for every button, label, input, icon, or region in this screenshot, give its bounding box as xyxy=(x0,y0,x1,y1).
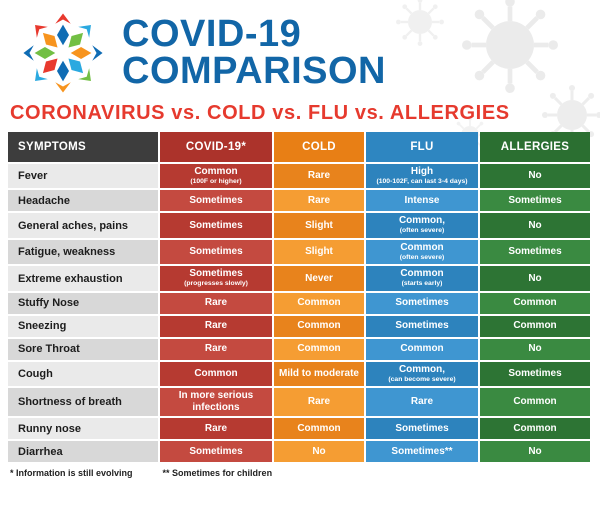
footnote-evolving: * Information is still evolving xyxy=(10,468,133,479)
cold-value: Rare xyxy=(274,190,364,212)
allergies-value: No xyxy=(480,266,590,291)
snowflake-logo-icon xyxy=(20,10,106,96)
covid-value: Common xyxy=(160,361,272,387)
table-header-row: SYMPTOMS COVID-19* COLD FLU ALLERGIES xyxy=(8,132,592,162)
cold-value: Rare xyxy=(274,388,364,417)
cold-value: Common xyxy=(274,315,364,337)
symptom-label: Sneezing xyxy=(8,315,158,337)
table-body: Fever Common (100F or higher) Rare High (100-… xyxy=(8,164,592,463)
covid-value: Rare xyxy=(160,315,272,337)
table-row: General aches, pains Sometimes Slight Commo… xyxy=(8,213,592,238)
symptom-label: Fatigue, weakness xyxy=(8,239,158,265)
flu-value: Rare xyxy=(366,388,478,417)
covid-value: Rare xyxy=(160,418,272,440)
symptom-label: Sore Throat xyxy=(8,338,158,360)
cold-value: Common xyxy=(274,418,364,440)
allergies-value: Sometimes xyxy=(480,239,590,265)
allergies-value: Common xyxy=(480,418,590,440)
allergies-value: Sometimes xyxy=(480,361,590,387)
allergies-value: No xyxy=(480,213,590,238)
cold-value: Rare xyxy=(274,164,364,189)
column-header-covid: COVID-19* xyxy=(160,132,272,162)
footnote-children: ** Sometimes for children xyxy=(162,468,273,479)
title-line-1: COVID-19 xyxy=(122,13,302,56)
table-row: Headache Sometimes Rare Intense Sometimes xyxy=(8,190,592,212)
flu-value: Common, (often severe) xyxy=(366,213,478,238)
table-row: Fatigue, weakness Sometimes Slight Common (o… xyxy=(8,239,592,265)
flu-value: Common xyxy=(366,338,478,360)
table-row: Runny nose Rare Common Sometimes Common xyxy=(8,418,592,440)
flu-value: Sometimes xyxy=(366,315,478,337)
cold-value: Mild to moderate xyxy=(274,361,364,387)
symptom-label: Cough xyxy=(8,361,158,387)
symptom-label: Stuffy Nose xyxy=(8,292,158,314)
symptom-label: Shortness of breath xyxy=(8,388,158,417)
covid-value: Common (100F or higher) xyxy=(160,164,272,189)
table-row: Sore Throat Rare Common Common No xyxy=(8,338,592,360)
title-line-2: COMPARISON xyxy=(122,50,386,92)
allergies-value: No xyxy=(480,164,590,189)
covid-value: Sometimes (progresses slowly) xyxy=(160,266,272,291)
column-header-allergies: ALLERGIES xyxy=(480,132,590,162)
flu-value: Sometimes xyxy=(366,418,478,440)
page-title: COVID-19 COMPARISON xyxy=(122,13,386,92)
covid-value: Sometimes xyxy=(160,213,272,238)
column-header-cold: COLD xyxy=(274,132,364,162)
table-row: Extreme exhaustion Sometimes (progresses s… xyxy=(8,266,592,291)
symptom-label: Diarrhea xyxy=(8,441,158,463)
flu-value: Common, (can become severe) xyxy=(366,361,478,387)
covid-value: Rare xyxy=(160,292,272,314)
table-row: Diarrhea Sometimes No Sometimes** No xyxy=(8,441,592,463)
table-row: Fever Common (100F or higher) Rare High (100-… xyxy=(8,164,592,189)
flu-value: High (100-102F, can last 3-4 days) xyxy=(366,164,478,189)
table-row: Stuffy Nose Rare Common Sometimes Common xyxy=(8,292,592,314)
cold-value: Slight xyxy=(274,213,364,238)
allergies-value: Common xyxy=(480,388,590,417)
cold-value: No xyxy=(274,441,364,463)
symptom-label: Extreme exhaustion xyxy=(8,266,158,291)
flu-value: Common (starts early) xyxy=(366,266,478,291)
covid-value: In more serious infections xyxy=(160,388,272,417)
column-header-flu: FLU xyxy=(366,132,478,162)
table-row: Sneezing Rare Common Sometimes Common xyxy=(8,315,592,337)
covid-value: Sometimes xyxy=(160,239,272,265)
flu-value: Sometimes** xyxy=(366,441,478,463)
table-row: Shortness of breath In more serious infec… xyxy=(8,388,592,417)
subtitle: CORONAVIRUS vs. COLD vs. FLU vs. ALLERGI… xyxy=(10,102,510,124)
cold-value: Common xyxy=(274,292,364,314)
comparison-table: SYMPTOMS COVID-19* COLD FLU ALLERGIES Fever C… xyxy=(0,132,600,463)
covid-value: Sometimes xyxy=(160,441,272,463)
allergies-value: No xyxy=(480,338,590,360)
flu-value: Sometimes xyxy=(366,292,478,314)
symptom-label: Runny nose xyxy=(8,418,158,440)
allergies-value: Common xyxy=(480,315,590,337)
column-header-symptom: SYMPTOMS xyxy=(8,132,158,162)
flu-value: Common (often severe) xyxy=(366,239,478,265)
symptom-label: Fever xyxy=(8,164,158,189)
allergies-value: Sometimes xyxy=(480,190,590,212)
covid-value: Sometimes xyxy=(160,190,272,212)
cold-value: Never xyxy=(274,266,364,291)
covid-value: Rare xyxy=(160,338,272,360)
allergies-value: No xyxy=(480,441,590,463)
header: COVID-19 COMPARISON xyxy=(0,0,600,96)
footnotes: * Information is still evolving ** Somet… xyxy=(0,464,600,478)
cold-value: Common xyxy=(274,338,364,360)
flu-value: Intense xyxy=(366,190,478,212)
allergies-value: Common xyxy=(480,292,590,314)
symptom-label: General aches, pains xyxy=(8,213,158,238)
cold-value: Slight xyxy=(274,239,364,265)
symptom-label: Headache xyxy=(8,190,158,212)
table-row: Cough Common Mild to moderate Common, (can b… xyxy=(8,361,592,387)
